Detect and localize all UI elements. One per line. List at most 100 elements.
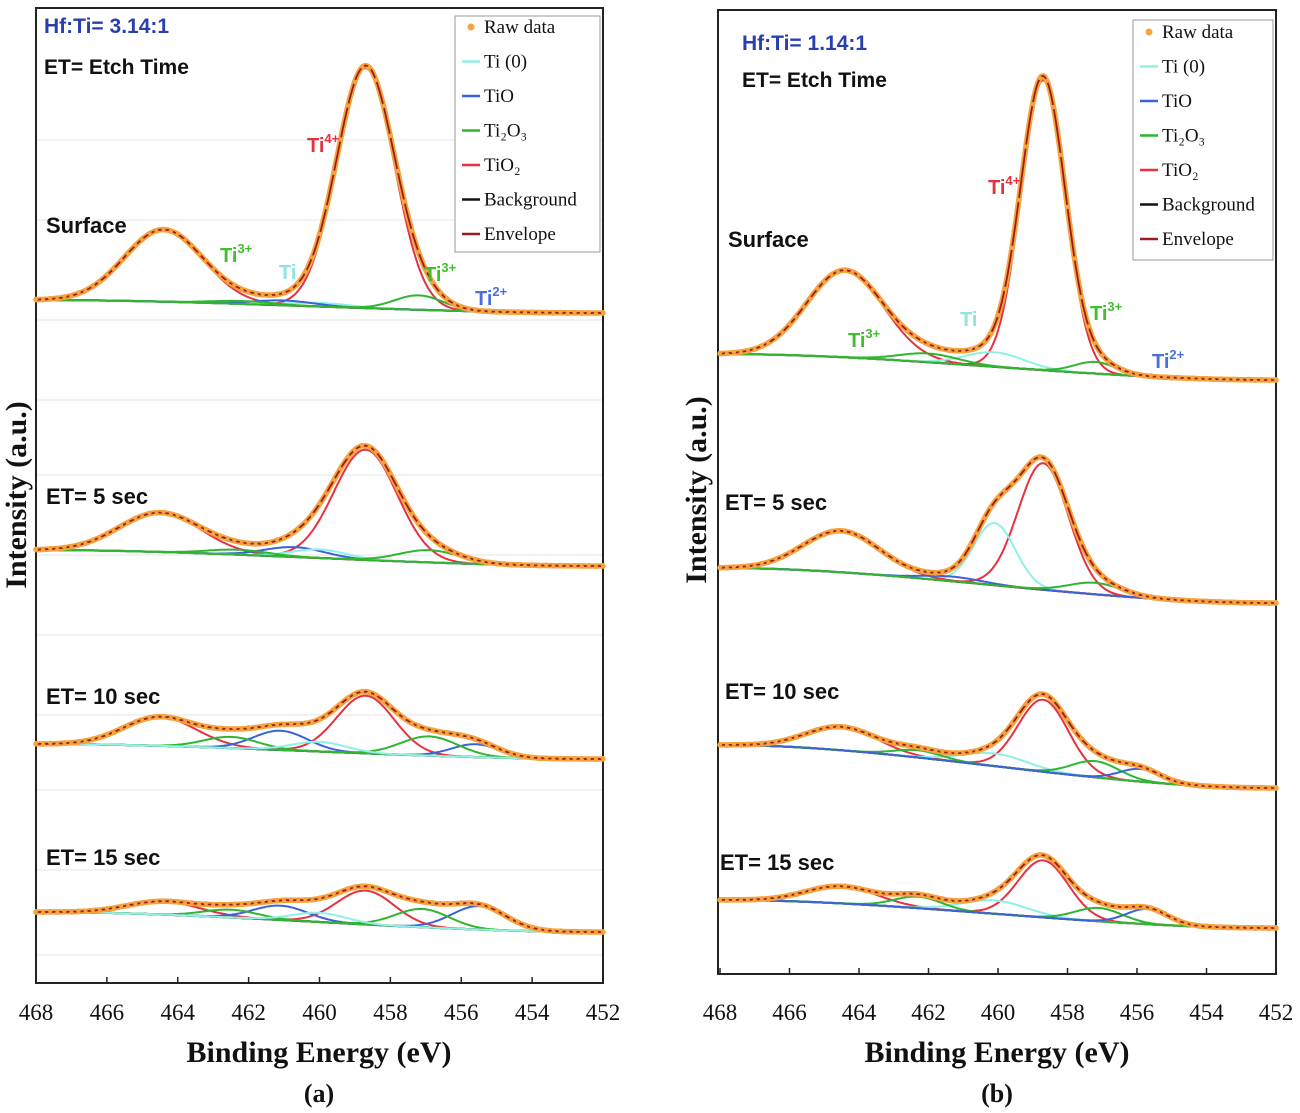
raw-data-point (766, 341, 771, 346)
raw-data-point (829, 528, 834, 534)
raw-data-point (579, 311, 584, 316)
raw-data-point (877, 737, 883, 742)
panel-b-spectra (717, 72, 1279, 931)
legend-label: TiO (484, 86, 514, 107)
raw-data-point (1169, 376, 1175, 381)
raw-data-point (147, 899, 152, 904)
raw-data-point (780, 895, 785, 900)
x-tick-label: 460 (981, 1000, 1016, 1025)
raw-data-point (1127, 762, 1133, 767)
raw-data-point (104, 531, 110, 536)
panel-a-label: (a) (304, 1079, 334, 1108)
raw-data-point (717, 897, 723, 902)
raw-data-point (317, 501, 322, 506)
raw-data-point (724, 566, 730, 571)
panel-a-peak-label-ti2: Ti2+ (475, 284, 508, 310)
raw-data-point (1065, 503, 1070, 508)
raw-data-point (345, 695, 351, 700)
raw-data-point (331, 891, 336, 896)
raw-data-point (211, 726, 216, 731)
raw-data-point (225, 279, 230, 284)
raw-data-point (388, 471, 393, 476)
raw-data-point (801, 304, 806, 309)
raw-data-point (253, 292, 258, 297)
raw-data-point (508, 751, 514, 757)
raw-data-point (995, 736, 1001, 742)
raw-data-point (1218, 376, 1223, 381)
raw-data-point (466, 901, 471, 907)
raw-data-point (274, 897, 280, 903)
x-tick-label: 458 (373, 1000, 408, 1025)
raw-data-point (374, 77, 379, 83)
raw-data-point (409, 721, 414, 726)
raw-data-point (863, 888, 869, 894)
raw-data-point (752, 742, 757, 748)
raw-data-point (870, 732, 876, 738)
raw-data-point (409, 228, 414, 234)
raw-data-point (196, 252, 202, 257)
raw-data-point (1155, 772, 1161, 777)
raw-data-point (558, 309, 563, 315)
raw-data-point (317, 895, 322, 900)
raw-data-point (724, 351, 730, 357)
raw-data-point (558, 755, 563, 761)
raw-data-point (1134, 762, 1140, 767)
raw-data-point (90, 283, 95, 288)
raw-data-point (83, 739, 88, 744)
raw-data-point (759, 560, 764, 566)
raw-data-point (766, 560, 771, 565)
panel-a-x-axis: 468 466 464 462 460 458 456 454 452 (19, 977, 620, 1025)
raw-data-point (835, 529, 841, 534)
raw-data-point (62, 294, 67, 299)
raw-data-point (48, 546, 53, 551)
raw-data-point (1183, 921, 1188, 927)
raw-data-point (154, 900, 159, 905)
raw-data-point (1273, 925, 1279, 930)
raw-data-point (565, 564, 570, 569)
raw-data-point (981, 515, 987, 521)
raw-data-point (452, 732, 457, 738)
raw-data-point (416, 723, 421, 728)
raw-data-point (437, 291, 443, 296)
raw-data-point (203, 723, 209, 728)
raw-data-point (381, 699, 386, 704)
x-tick-label: 468 (703, 1000, 738, 1025)
raw-data-point (1107, 902, 1112, 907)
raw-data-point (69, 545, 74, 550)
raw-data-point (1218, 599, 1223, 604)
raw-data-point (324, 205, 329, 210)
raw-data-point (773, 556, 778, 561)
raw-data-point (125, 520, 131, 526)
raw-data-point (1211, 600, 1216, 605)
raw-data-point (473, 900, 478, 905)
raw-data-point (1023, 859, 1028, 865)
panel-b-peak-label-ti2: Ti2+ (1152, 347, 1185, 373)
raw-data-point (352, 79, 358, 85)
legend-swatch-dot (467, 23, 475, 31)
raw-data-point (551, 564, 556, 569)
raw-data-point (246, 540, 251, 545)
raw-data-point (933, 896, 938, 901)
raw-data-point (90, 537, 95, 542)
raw-data-point (1030, 696, 1036, 701)
raw-data-point (459, 552, 464, 557)
raw-data-point (239, 902, 244, 908)
raw-data-point (83, 289, 88, 294)
raw-data-point (1176, 597, 1181, 602)
raw-data-point (1259, 599, 1265, 605)
raw-data-point (1107, 755, 1112, 761)
raw-data-point (717, 350, 723, 355)
raw-data-point (995, 494, 1001, 500)
raw-data-point (161, 713, 166, 719)
raw-data-point (118, 903, 124, 909)
legend-label: Background (484, 190, 577, 211)
raw-data-point (473, 736, 478, 741)
raw-data-point (1079, 736, 1084, 741)
raw-data-point (211, 903, 216, 908)
raw-data-point (891, 315, 896, 320)
raw-data-point (395, 168, 400, 174)
raw-data-point (572, 755, 577, 761)
raw-data-point (1266, 786, 1272, 791)
raw-data-point (133, 901, 138, 906)
raw-data-point (274, 291, 280, 296)
